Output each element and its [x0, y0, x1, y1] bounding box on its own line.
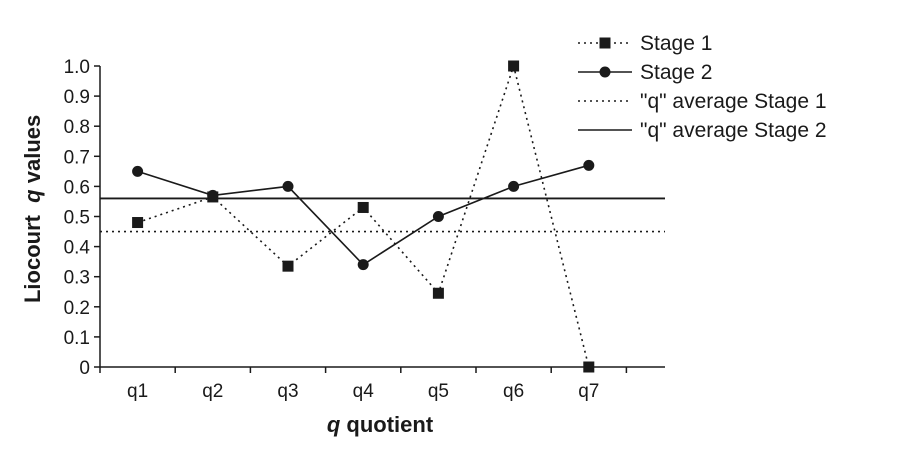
x-tick-label: q1: [127, 381, 148, 402]
y-tick-label: 0.4: [64, 238, 91, 259]
x-tick-label: q5: [428, 381, 449, 402]
y-tick-label: 0.2: [64, 298, 90, 319]
y-axis-title-italic: q: [20, 189, 45, 203]
legend-marker-circle: [599, 66, 611, 78]
y-axis-title-part1: Liocourt: [20, 203, 45, 303]
data-point-circle: [132, 165, 144, 177]
data-point-circle: [282, 180, 294, 192]
series: [132, 60, 595, 373]
y-tick-label: 0.6: [64, 177, 90, 198]
data-point-square: [357, 201, 369, 213]
x-tick-label: q4: [353, 381, 375, 402]
y-tick-label: 0.1: [64, 328, 90, 349]
reference-lines: [100, 197, 665, 233]
legend-label: "q" average Stage 1: [640, 90, 827, 113]
data-point-circle: [207, 189, 219, 201]
data-point-circle: [508, 180, 520, 192]
y-tick-label: 0: [79, 358, 90, 379]
x-tick-label: q3: [277, 381, 298, 402]
series-line: [137, 164, 590, 266]
x-tick-label: q7: [578, 381, 599, 402]
axes: [99, 66, 665, 368]
y-tick-label: 0.3: [64, 268, 90, 289]
legend: Stage 1 Stage 2 "q" average Stage 1 "q" ave…: [578, 32, 827, 142]
y-ticks: 0 0.1 0.2 0.3 0.4 0.5 0.6 0.7 0.8 0.9 1.0: [64, 57, 100, 379]
x-axis-title-rest: quotient: [340, 412, 434, 437]
data-point-square: [508, 60, 520, 72]
data-point-circle: [432, 211, 444, 222]
y-tick-label: 0.5: [64, 208, 90, 229]
data-point-square: [282, 260, 294, 272]
y-tick-label: 0.8: [64, 117, 90, 138]
x-ticks: q1 q2 q3 q4 q5 q6 q7: [99, 367, 628, 402]
legend-label: Stage 1: [640, 32, 712, 55]
series-line: [137, 63, 590, 368]
y-axis-title-part2: values: [20, 115, 45, 190]
data-point-square: [583, 361, 595, 373]
legend-marker-square: [599, 37, 611, 49]
legend-label: "q" average Stage 2: [640, 119, 827, 142]
data-point-circle: [583, 159, 595, 171]
y-tick-label: 0.9: [64, 87, 90, 108]
x-tick-label: q2: [202, 381, 223, 402]
y-tick-label: 1.0: [64, 57, 90, 78]
x-axis-title-italic: q: [327, 412, 341, 437]
x-axis-title: q quotient: [327, 412, 434, 437]
x-tick-label: q6: [503, 381, 524, 402]
data-point-circle: [357, 259, 369, 271]
legend-label: Stage 2: [640, 61, 712, 84]
data-point-square: [132, 217, 144, 229]
data-point-square: [432, 287, 444, 299]
y-tick-label: 0.7: [64, 147, 90, 168]
y-axis-title: Liocourt q values: [20, 96, 45, 333]
